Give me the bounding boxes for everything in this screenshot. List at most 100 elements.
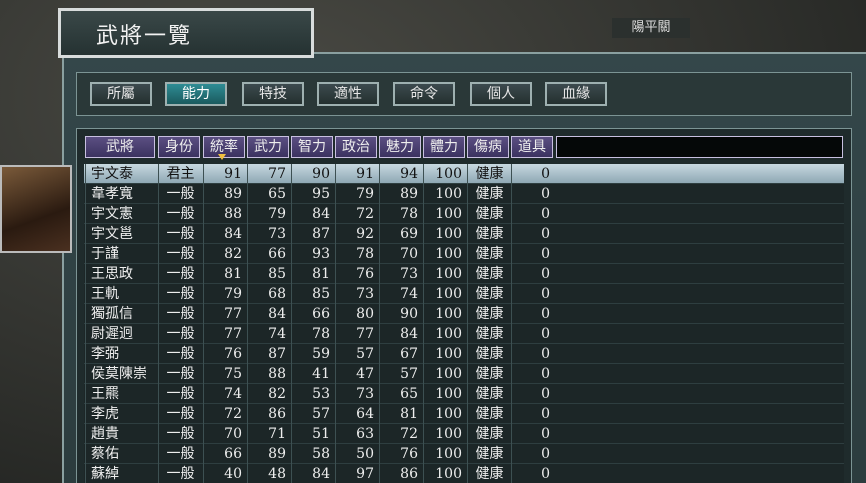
column-header[interactable]: 政治 <box>335 136 377 158</box>
tab[interactable]: 特技 <box>242 82 304 106</box>
tab[interactable]: 適性 <box>317 82 379 106</box>
table-cell: 100 <box>423 424 467 444</box>
table-row[interactable] <box>84 364 844 384</box>
table-cell: 0 <box>511 404 555 424</box>
table-cell: 48 <box>247 464 291 483</box>
table-cell: 一般 <box>158 324 202 344</box>
table-row[interactable] <box>84 384 844 404</box>
table-cell: 0 <box>511 164 555 184</box>
table-cell: 88 <box>203 204 247 224</box>
column-header[interactable]: 統率 <box>203 136 245 158</box>
table-cell: 健康 <box>467 324 511 344</box>
table-cell: 100 <box>423 304 467 324</box>
table-cell: 100 <box>423 184 467 204</box>
table-cell: 李虎 <box>85 404 157 424</box>
table-cell: 72 <box>203 404 247 424</box>
table-row[interactable] <box>84 184 844 204</box>
table-row[interactable] <box>84 424 844 444</box>
table-row[interactable] <box>84 164 844 184</box>
table-cell: 一般 <box>158 444 202 464</box>
table-cell: 100 <box>423 284 467 304</box>
sort-indicator <box>218 154 226 160</box>
tab[interactable]: 能力 <box>165 82 227 106</box>
table-cell: 李弼 <box>85 344 157 364</box>
table-cell: 蘇綽 <box>85 464 157 483</box>
table-cell: 一般 <box>158 364 202 384</box>
table-cell: 81 <box>291 264 335 284</box>
table-row[interactable] <box>84 244 844 264</box>
table-row[interactable] <box>84 404 844 424</box>
table-row[interactable] <box>84 284 844 304</box>
table-cell: 健康 <box>467 284 511 304</box>
table-row[interactable] <box>84 464 844 483</box>
table-cell: 72 <box>379 424 423 444</box>
table-cell: 58 <box>291 444 335 464</box>
table-cell: 77 <box>335 324 379 344</box>
table-cell: 57 <box>291 404 335 424</box>
portrait <box>0 165 72 253</box>
table-cell: 一般 <box>158 224 202 244</box>
tab[interactable]: 血緣 <box>545 82 607 106</box>
table-cell: 78 <box>379 204 423 224</box>
table-row[interactable] <box>84 304 844 324</box>
table-cell: 于謹 <box>85 244 157 264</box>
table-cell: 84 <box>291 464 335 483</box>
table-row[interactable] <box>84 224 844 244</box>
tab[interactable]: 所屬 <box>90 82 152 106</box>
table-cell: 0 <box>511 344 555 364</box>
table-cell: 76 <box>203 344 247 364</box>
column-header[interactable]: 武將 <box>85 136 155 158</box>
table-cell: 100 <box>423 444 467 464</box>
table-cell: 健康 <box>467 164 511 184</box>
table-cell: 90 <box>379 304 423 324</box>
table-cell: 84 <box>203 224 247 244</box>
table-cell: 0 <box>511 284 555 304</box>
table-cell: 一般 <box>158 184 202 204</box>
table-cell: 0 <box>511 464 555 483</box>
table-cell: 0 <box>511 424 555 444</box>
column-header[interactable]: 傷病 <box>467 136 509 158</box>
table-cell: 72 <box>335 204 379 224</box>
table-cell: 80 <box>335 304 379 324</box>
table-cell: 89 <box>247 444 291 464</box>
table-cell: 韋孝寬 <box>85 184 157 204</box>
table-cell: 63 <box>335 424 379 444</box>
table-cell: 86 <box>247 404 291 424</box>
column-header[interactable]: 體力 <box>423 136 465 158</box>
table-cell: 健康 <box>467 204 511 224</box>
title: 武將一覽 <box>96 24 193 49</box>
table-row[interactable] <box>84 324 844 344</box>
column-header[interactable]: 道具 <box>511 136 553 158</box>
table-cell: 0 <box>511 264 555 284</box>
table-cell: 0 <box>511 304 555 324</box>
table-cell: 100 <box>423 464 467 483</box>
table-cell: 100 <box>423 384 467 404</box>
table-cell: 健康 <box>467 304 511 324</box>
table-cell: 85 <box>291 284 335 304</box>
column-header[interactable]: 武力 <box>247 136 289 158</box>
tab[interactable]: 個人 <box>470 82 532 106</box>
table-row[interactable] <box>84 344 844 364</box>
table-cell: 0 <box>511 324 555 344</box>
column-header[interactable]: 魅力 <box>379 136 421 158</box>
column-header[interactable]: 智力 <box>291 136 333 158</box>
table-row[interactable] <box>84 204 844 224</box>
table-cell: 一般 <box>158 204 202 224</box>
table-cell: 74 <box>247 324 291 344</box>
table-cell: 健康 <box>467 364 511 384</box>
table-cell: 76 <box>335 264 379 284</box>
table-cell: 85 <box>247 264 291 284</box>
table-cell: 蔡佑 <box>85 444 157 464</box>
header-filler <box>556 136 843 158</box>
column-header[interactable]: 身份 <box>158 136 200 158</box>
table-cell: 57 <box>379 364 423 384</box>
table-cell: 87 <box>291 224 335 244</box>
table-cell: 84 <box>247 304 291 324</box>
tab[interactable]: 命令 <box>393 82 455 106</box>
table-row[interactable] <box>84 264 844 284</box>
table-cell: 侯莫陳崇 <box>85 364 157 384</box>
table-cell: 尉遲迥 <box>85 324 157 344</box>
table-cell: 健康 <box>467 464 511 483</box>
table-row[interactable] <box>84 444 844 464</box>
table-cell: 0 <box>511 184 555 204</box>
